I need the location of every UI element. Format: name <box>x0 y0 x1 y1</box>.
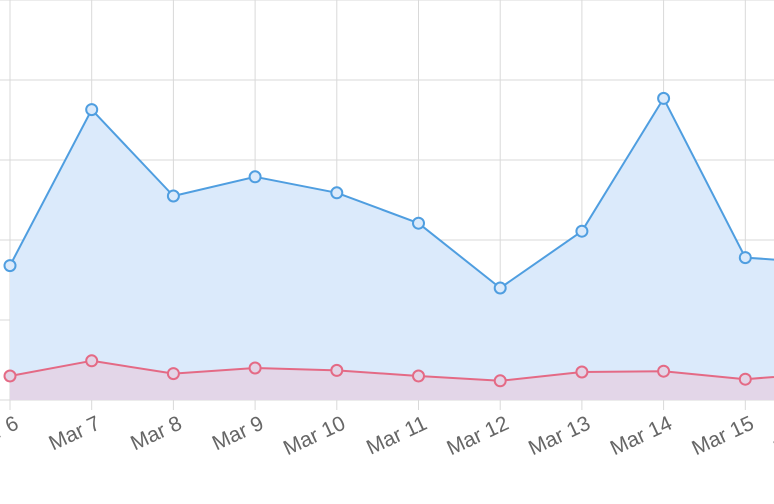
x-tick-label: Mar 7 <box>45 412 103 456</box>
data-point[interactable] <box>493 374 507 388</box>
series-area-1 <box>10 360 774 400</box>
series-areas <box>10 98 774 400</box>
data-point[interactable] <box>575 224 589 238</box>
x-tick-label: Mar 9 <box>209 412 267 456</box>
x-tick-label: Mar 16 <box>770 412 774 460</box>
data-point[interactable] <box>166 189 180 203</box>
data-point[interactable] <box>85 354 99 368</box>
series-area-0 <box>10 98 774 400</box>
x-tick-label: Mar 6 <box>0 412 22 456</box>
data-point[interactable] <box>166 367 180 381</box>
x-tick-label: Mar 13 <box>525 412 594 460</box>
data-point[interactable] <box>493 281 507 295</box>
x-tick-label: Mar 14 <box>607 412 676 461</box>
data-point[interactable] <box>412 216 425 230</box>
data-point[interactable] <box>657 364 671 378</box>
data-point[interactable] <box>575 365 589 379</box>
x-axis-ticks: Mar 6 Mar 7 Mar 8 Mar 9 Mar 10 Mar 11 Mar 12 Ma… <box>0 412 774 461</box>
data-point[interactable] <box>657 91 671 105</box>
data-point[interactable] <box>738 372 752 386</box>
data-point[interactable] <box>738 251 752 265</box>
data-points <box>3 91 752 388</box>
data-point[interactable] <box>330 363 344 377</box>
data-point[interactable] <box>3 369 17 383</box>
data-point[interactable] <box>248 170 262 184</box>
x-tick-label: Mar 8 <box>127 412 185 456</box>
x-tick-label: Mar 10 <box>280 412 349 460</box>
x-tick-label: Mar 15 <box>688 412 757 460</box>
data-point[interactable] <box>248 361 262 375</box>
x-tick-label: Mar 11 <box>363 412 431 460</box>
data-point[interactable] <box>85 103 99 117</box>
x-tick-label: Mar 12 <box>443 412 512 460</box>
data-point[interactable] <box>3 259 17 273</box>
data-point[interactable] <box>330 186 344 200</box>
data-point[interactable] <box>412 369 425 383</box>
